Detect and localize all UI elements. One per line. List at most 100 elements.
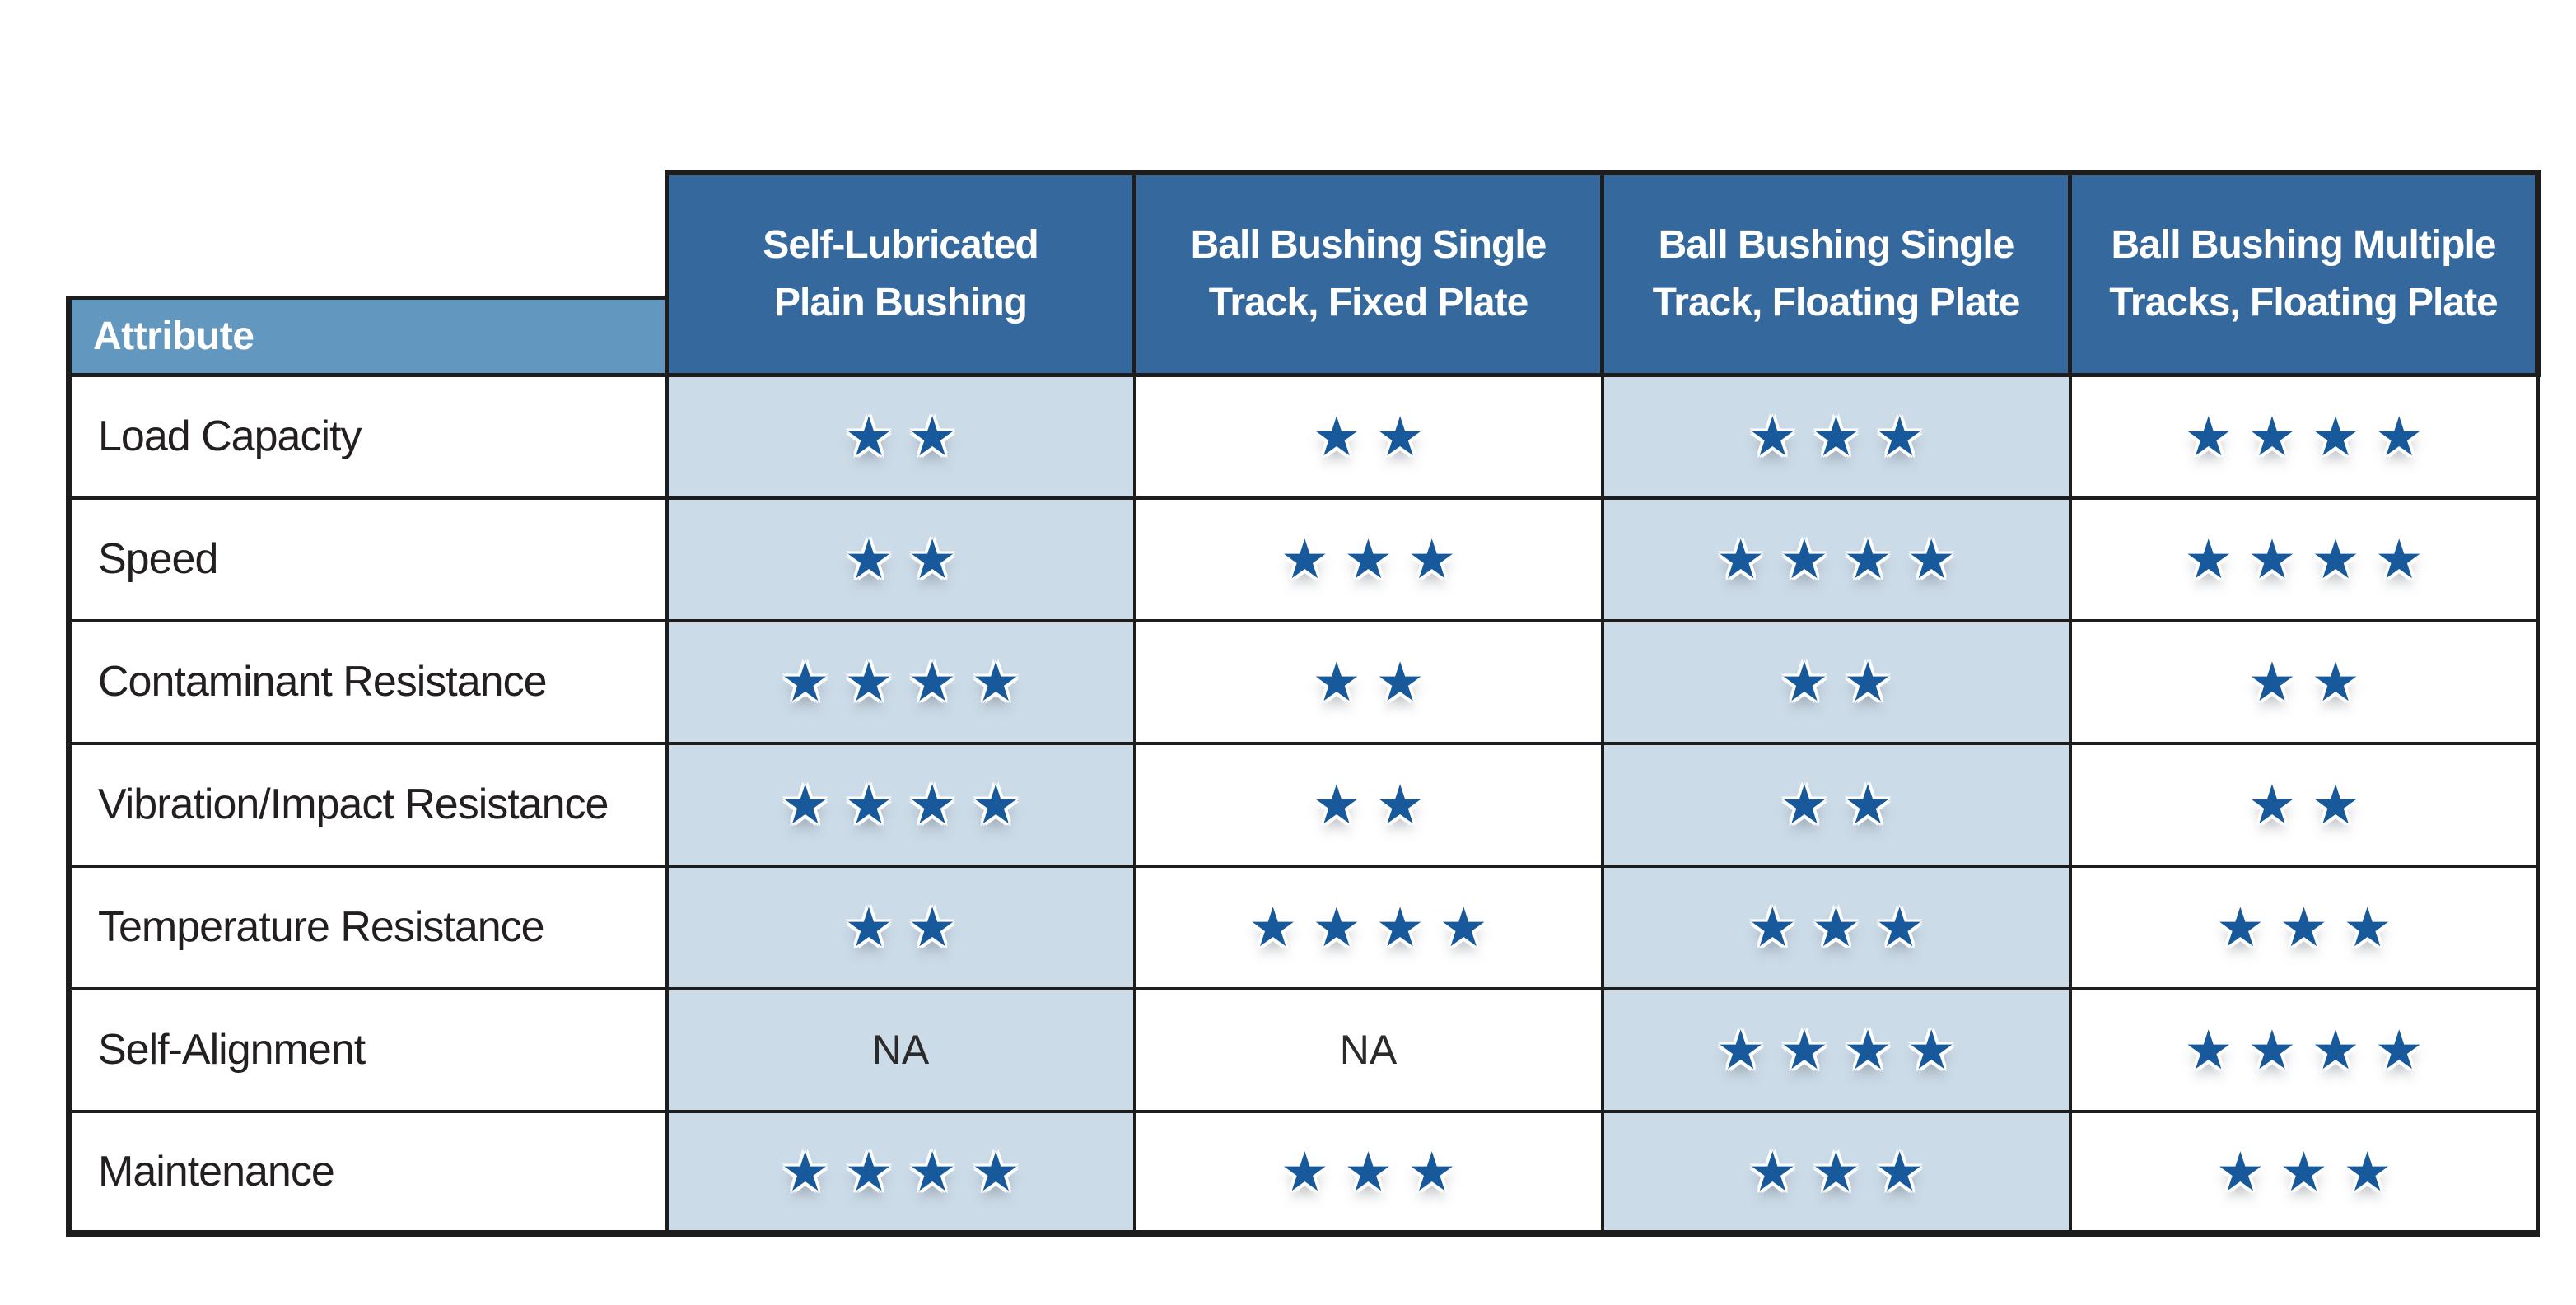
star-icon: ★	[1811, 1140, 1861, 1202]
star-icon: ★	[1312, 406, 1361, 468]
attribute-label: Contaminant Resistance	[66, 618, 669, 745]
star-icon: ★	[908, 406, 957, 468]
rating-cell: ★ ★ ★ ★	[665, 741, 1136, 868]
star-icon: ★	[2279, 1140, 2329, 1202]
rating-cell: ★ ★ ★ ★	[1600, 986, 2072, 1113]
rating-cell: ★ ★ ★	[1600, 864, 2072, 990]
star-icon: ★	[1343, 1140, 1393, 1202]
star-icon: ★	[844, 406, 894, 468]
table-row: Self-Alignment NA NA ★ ★ ★ ★ ★ ★ ★ ★	[66, 986, 2540, 1113]
star-icon: ★	[1748, 1140, 1797, 1202]
star-icon: ★	[2311, 529, 2360, 590]
attribute-label: Self-Alignment	[66, 986, 669, 1113]
star-icon: ★	[844, 897, 894, 958]
table-row: Contaminant Resistance ★ ★ ★ ★ ★ ★ ★ ★ ★ ★	[66, 618, 2540, 745]
star-icon: ★	[2247, 529, 2297, 590]
star-icon: ★	[1716, 1019, 1766, 1080]
star-icon: ★	[1375, 406, 1425, 468]
star-icon: ★	[908, 651, 957, 712]
star-icon: ★	[1811, 406, 1861, 468]
attribute-label: Temperature Resistance	[66, 864, 669, 990]
star-icon: ★	[2247, 774, 2297, 835]
star-icon: ★	[1843, 529, 1892, 590]
attribute-label: Maintenance	[66, 1109, 669, 1237]
star-icon: ★	[844, 774, 894, 835]
table-row: Load Capacity ★ ★ ★ ★ ★ ★ ★ ★ ★ ★ ★	[66, 373, 2540, 500]
star-icon: ★	[1843, 651, 1892, 712]
star-icon: ★	[1780, 774, 1829, 835]
star-icon: ★	[1875, 1140, 1925, 1202]
rating-cell: ★ ★ ★ ★	[2068, 373, 2540, 500]
star-icon: ★	[2374, 529, 2424, 590]
star-icon: ★	[971, 651, 1020, 712]
rating-cell: ★ ★ ★	[1600, 1109, 2072, 1237]
column-header-row: Self-Lubricated Plain Bushing Ball Bushi…	[68, 170, 2541, 377]
star-icon: ★	[1312, 774, 1361, 835]
table-row: Speed ★ ★ ★ ★ ★ ★ ★ ★ ★ ★ ★ ★ ★	[66, 496, 2540, 622]
star-icon: ★	[1375, 651, 1425, 712]
star-icon: ★	[2374, 406, 2424, 468]
rating-cell: ★ ★ ★ ★	[2068, 986, 2540, 1113]
na-cell: NA	[1132, 986, 1604, 1113]
star-icon: ★	[2247, 651, 2297, 712]
star-icon: ★	[1407, 529, 1457, 590]
header-spacer	[68, 172, 667, 298]
rating-cell: ★ ★ ★ ★	[2068, 496, 2540, 622]
rating-cell: ★ ★ ★	[1132, 1109, 1604, 1237]
star-icon: ★	[2311, 1019, 2360, 1080]
star-icon: ★	[971, 774, 1020, 835]
star-icon: ★	[1906, 529, 1956, 590]
rating-cell: ★ ★ ★	[2068, 1109, 2540, 1237]
star-icon: ★	[844, 651, 894, 712]
star-icon: ★	[1407, 1140, 1457, 1202]
column-header-self-lubricated-plain-bushing: Self-Lubricated Plain Bushing	[665, 170, 1136, 377]
attribute-header-row: Attribute	[66, 296, 2538, 377]
star-icon: ★	[2184, 1019, 2233, 1080]
rating-cell: ★ ★	[2068, 618, 2540, 745]
star-icon: ★	[1716, 529, 1766, 590]
table-row: Vibration/Impact Resistance ★ ★ ★ ★ ★ ★ ★ ★ ★ ★	[66, 741, 2540, 868]
star-icon: ★	[1906, 1019, 1956, 1080]
bushing-comparison-table: Self-Lubricated Plain Bushing Ball Bushi…	[66, 170, 2541, 1237]
column-header-ball-bushing-single-track-fixed-plate: Ball Bushing Single Track, Fixed Plate	[1132, 170, 1604, 377]
star-icon: ★	[781, 774, 830, 835]
star-icon: ★	[2184, 406, 2233, 468]
star-icon: ★	[2184, 529, 2233, 590]
star-icon: ★	[908, 774, 957, 835]
rating-cell: ★ ★	[1132, 373, 1604, 500]
na-cell: NA	[665, 986, 1136, 1113]
attribute-label: Vibration/Impact Resistance	[66, 741, 669, 868]
star-icon: ★	[2215, 1140, 2265, 1202]
star-icon: ★	[2343, 1140, 2392, 1202]
star-icon: ★	[2374, 1019, 2424, 1080]
star-icon: ★	[1375, 774, 1425, 835]
star-icon: ★	[781, 1140, 830, 1202]
column-header-ball-bushing-multiple-tracks-floating-plate: Ball Bushing Multiple Tracks, Floating P…	[2068, 170, 2541, 377]
star-icon: ★	[1748, 406, 1797, 468]
star-icon: ★	[2215, 897, 2265, 958]
rating-cell: ★ ★	[2068, 741, 2540, 868]
rating-cell: ★ ★	[1600, 741, 2072, 868]
star-icon: ★	[1375, 897, 1425, 958]
star-icon: ★	[781, 651, 830, 712]
attribute-header: Attribute	[66, 296, 669, 377]
star-icon: ★	[1280, 529, 1329, 590]
rating-cell: ★ ★ ★ ★	[665, 1109, 1136, 1237]
star-icon: ★	[2311, 651, 2360, 712]
rating-cell: ★ ★	[665, 496, 1136, 622]
star-icon: ★	[2247, 1019, 2297, 1080]
rating-cell: ★ ★ ★ ★	[665, 618, 1136, 745]
star-icon: ★	[908, 897, 957, 958]
star-icon: ★	[1843, 774, 1892, 835]
na-text: NA	[871, 1027, 930, 1073]
star-icon: ★	[2343, 897, 2392, 958]
rating-cell: ★ ★	[665, 864, 1136, 990]
star-icon: ★	[1343, 529, 1393, 590]
star-icon: ★	[1312, 651, 1361, 712]
rating-cell: ★ ★ ★ ★	[1132, 864, 1604, 990]
star-icon: ★	[1280, 1140, 1329, 1202]
star-icon: ★	[1811, 897, 1861, 958]
na-text: NA	[1339, 1027, 1398, 1073]
attribute-label: Speed	[66, 496, 669, 622]
rating-cell: ★ ★ ★	[1132, 496, 1604, 622]
